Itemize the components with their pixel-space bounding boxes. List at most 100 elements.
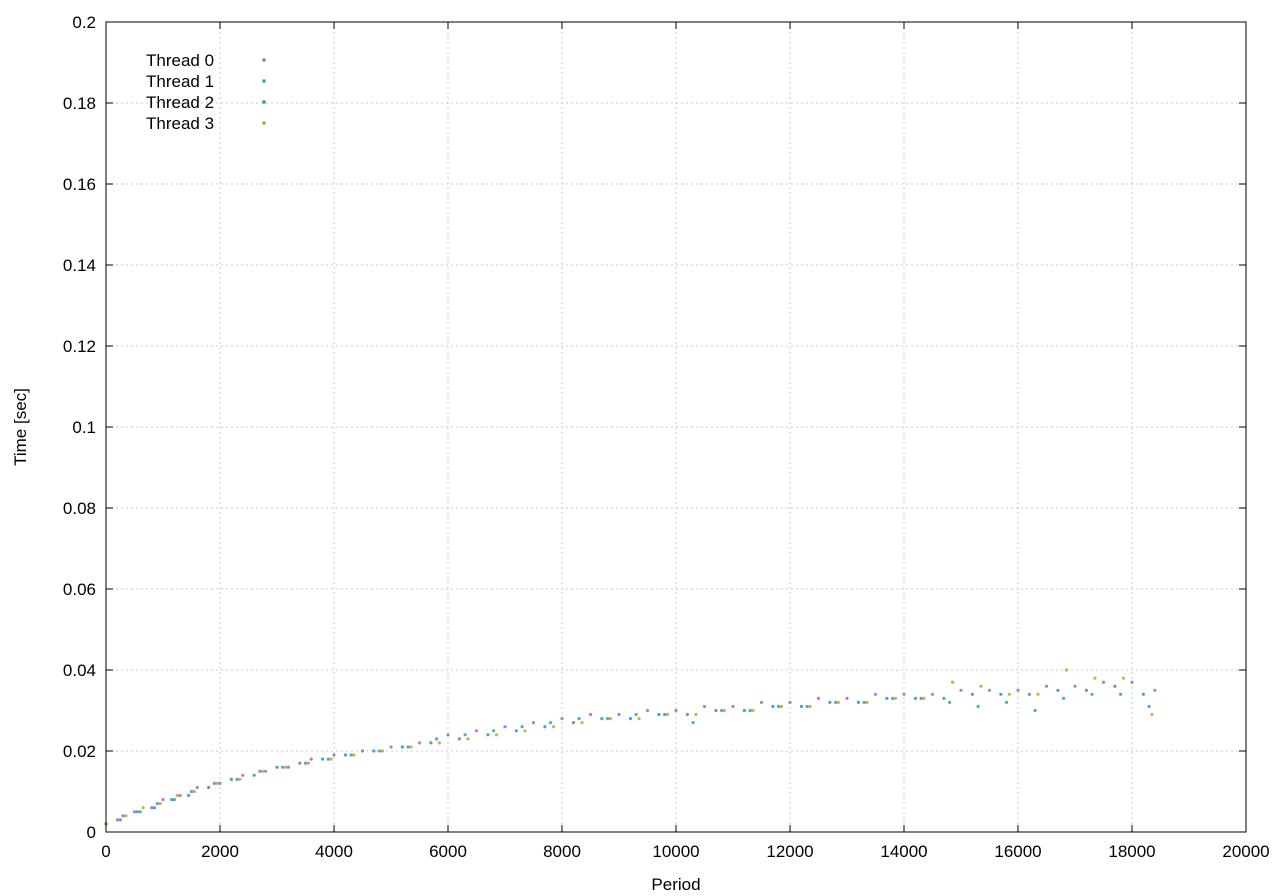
data-point [919,696,923,701]
data-point [258,769,262,773]
data-points [104,668,1157,826]
data-point [118,818,122,822]
data-point [1090,692,1094,696]
data-point [913,696,918,701]
data-point [580,721,584,725]
data-point [685,712,690,717]
data-point [970,692,975,696]
data-point [663,712,667,717]
data-point [1073,684,1077,688]
data-point [1113,684,1117,688]
data-point [742,708,747,713]
data-point [218,781,222,786]
data-point [948,700,952,705]
legend-label: Thread 0 [146,51,214,70]
data-point [779,704,784,709]
data-point [1007,692,1012,696]
data-point [816,696,821,701]
data-point [241,773,245,777]
data-point [834,700,838,705]
data-point [261,769,265,773]
data-point [229,777,233,782]
y-axis-title: Time [sec] [11,388,30,466]
data-point [170,798,174,802]
data-point [486,733,490,737]
data-point [1044,684,1049,688]
data-point [665,712,670,717]
data-point [1141,692,1145,696]
data-point [1064,668,1069,672]
data-point [691,721,695,725]
data-point [514,729,519,733]
data-point [520,725,524,729]
data-point [902,692,906,696]
data-point [674,708,678,713]
data-point [238,777,242,782]
data-point [235,777,239,782]
data-point [178,793,182,798]
x-tick-label: 6000 [429,842,467,861]
data-point [158,802,162,806]
data-point [332,753,336,757]
data-point [1150,712,1154,717]
data-point [435,737,439,741]
data-point [1084,688,1088,692]
data-point [722,708,727,713]
x-tick-label: 14000 [880,842,927,861]
data-point [845,696,849,701]
data-point [1056,688,1060,692]
y-tick-label: 0 [87,823,96,842]
x-tick-label: 2000 [201,842,239,861]
data-point [771,704,775,709]
y-tick-label: 0.04 [63,661,96,680]
data-point [1119,692,1123,696]
data-point [446,733,450,737]
data-point [836,700,841,705]
data-point [714,708,718,713]
data-point [777,704,781,709]
data-point [1093,676,1097,680]
series-3-points [104,668,1154,826]
data-point [406,745,410,749]
data-point [999,692,1003,696]
data-point [152,806,156,810]
y-tick-label: 0.08 [63,499,96,518]
y-tick-label: 0.12 [63,337,96,356]
data-point [543,725,547,729]
data-point [264,769,268,773]
data-point [321,757,325,761]
data-point [549,721,553,725]
y-tick-label: 0.18 [63,94,96,113]
x-tick-labels: 0 2000 4000 6000 8000 10000 12000 14000 16000 180… [101,842,1269,861]
data-point [212,781,216,786]
series-0-points [104,680,1157,826]
data-point [150,806,154,810]
data-point [309,757,313,761]
data-point [1036,692,1040,696]
data-point [115,818,119,822]
data-point [759,700,764,705]
legend: Thread 0 Thread 1 Thread 2 Thread 3 [146,51,266,133]
data-point [959,688,963,692]
data-point [298,761,302,765]
y-tick-label: 0.14 [63,256,96,275]
data-point [531,721,536,725]
data-point [155,802,159,806]
data-point [862,700,866,705]
y-tick-labels: 0 0.02 0.04 0.06 0.08 0.1 0.12 0.14 0.16 0.18 0.2 [63,13,96,842]
legend-label: Thread 1 [146,72,214,91]
legend-marker [262,58,266,62]
data-point [215,781,219,786]
legend-marker [262,79,266,83]
data-point [503,725,507,729]
x-tick-label: 10000 [652,842,699,861]
y-tick-label: 0.06 [63,580,96,599]
data-point [161,798,165,802]
data-point [645,708,650,713]
data-point [551,725,556,729]
data-point [286,765,290,769]
data-point [731,704,735,709]
data-point [457,737,461,741]
x-tick-label: 16000 [994,842,1041,861]
